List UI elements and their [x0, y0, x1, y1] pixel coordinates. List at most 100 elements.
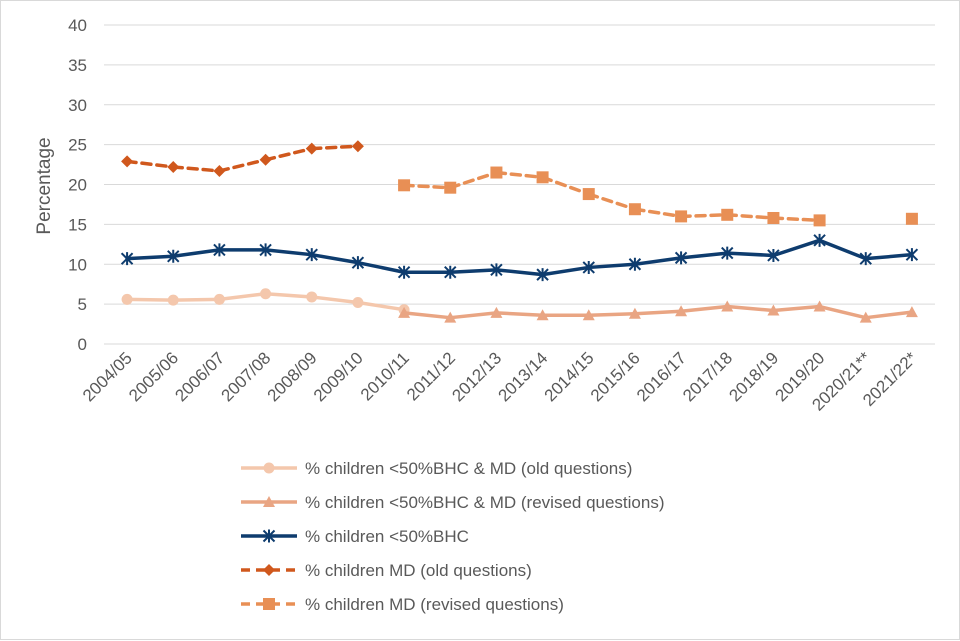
legend-label: % children <50%BHC & MD (revised questio…	[305, 493, 665, 512]
data-point-circle	[167, 294, 179, 306]
series-segment	[263, 292, 314, 299]
series-segment	[771, 216, 822, 223]
series-segment	[725, 304, 776, 313]
series-segment	[633, 309, 683, 316]
data-point-square	[767, 211, 780, 224]
x-tick-label: 2018/19	[725, 348, 782, 405]
y-tick-label: 25	[68, 136, 87, 155]
x-tick-labels: 2004/052005/062006/072007/082008/092009/…	[79, 348, 921, 415]
data-point-triangle	[490, 306, 503, 318]
series-segment	[310, 295, 360, 305]
data-point-circle	[260, 288, 272, 300]
data-point-diamond	[305, 142, 318, 155]
series-segment	[771, 238, 822, 258]
data-point-asterisk	[213, 243, 226, 257]
data-point-asterisk	[351, 256, 365, 270]
data-point-asterisk	[721, 246, 734, 260]
data-point-triangle	[582, 309, 595, 321]
data-point-triangle	[628, 307, 641, 319]
series-segment	[448, 170, 499, 190]
data-point-triangle	[859, 311, 872, 323]
series-children-md-revised-questions	[398, 166, 918, 227]
data-point-square	[582, 188, 595, 201]
series-children-50-bhc-md-revised-questions	[398, 300, 918, 323]
x-tick-label: 2017/18	[679, 348, 736, 405]
data-point-triangle	[905, 306, 918, 318]
legend-entry-children-md-old-questions: % children MD (old questions)	[241, 561, 532, 580]
series-segment	[540, 265, 591, 277]
data-point-asterisk	[536, 268, 549, 282]
legend-label: % children <50%BHC	[305, 527, 469, 546]
legend-entry-children-50-bhc-md-revised-questions: % children <50%BHC & MD (revised questio…	[241, 493, 665, 512]
data-point-diamond	[213, 164, 226, 177]
legend-marker-triangle	[263, 496, 275, 507]
series-segment	[633, 207, 683, 219]
y-tick-label: 0	[78, 335, 87, 354]
data-point-triangle	[767, 304, 780, 316]
data-point-asterisk	[259, 243, 272, 257]
series-segment	[633, 256, 683, 266]
gridlines	[104, 24, 935, 345]
data-point-square	[813, 214, 826, 227]
y-tick-label: 10	[68, 255, 87, 274]
legend-entry-children-50-bhc-md-old-questions: % children <50%BHC & MD (old questions)	[241, 459, 632, 478]
data-point-asterisk	[120, 252, 134, 266]
series-children-md-old-questions	[121, 140, 364, 177]
series-segment	[494, 311, 545, 318]
x-tick-label: 2008/09	[264, 348, 321, 405]
series-segment	[125, 159, 175, 169]
series-segment	[587, 311, 637, 318]
series-segment	[679, 213, 729, 219]
series-segment	[356, 300, 406, 312]
data-point-asterisk	[167, 249, 180, 263]
data-point-asterisk	[674, 251, 688, 265]
data-point-asterisk	[305, 248, 318, 262]
series-segment	[171, 297, 222, 302]
data-point-triangle	[721, 300, 734, 312]
data-point-circle	[121, 293, 133, 305]
series-segment	[356, 260, 406, 274]
series-segment	[817, 238, 868, 261]
data-point-asterisk	[582, 260, 595, 274]
x-tick-label: 2013/14	[495, 348, 552, 405]
data-point-triangle	[398, 306, 411, 318]
legend-marker-asterisk	[262, 529, 276, 543]
y-tick-label: 15	[68, 215, 87, 234]
y-tick-label: 35	[68, 56, 87, 75]
data-point-diamond	[259, 153, 272, 166]
data-point-square	[905, 212, 918, 225]
series-segment	[448, 311, 499, 320]
data-point-asterisk	[444, 265, 457, 279]
series-segment	[864, 252, 914, 261]
data-point-square	[444, 181, 457, 194]
data-point-asterisk	[767, 248, 780, 262]
data-point-square	[675, 210, 688, 223]
y-tick-label: 40	[68, 16, 87, 35]
series-children-50-bhc-md-old-questions	[121, 288, 410, 316]
x-tick-label: 2012/13	[448, 348, 505, 405]
data-point-square	[536, 171, 549, 184]
x-tick-label: 2009/10	[310, 348, 367, 405]
data-point-square	[398, 179, 411, 192]
x-tick-label: 2014/15	[541, 348, 598, 405]
legend-marker-diamond	[263, 564, 275, 576]
data-point-diamond	[121, 155, 134, 168]
series-segment	[494, 170, 545, 180]
series-segment	[587, 262, 637, 270]
data-point-square	[490, 166, 503, 179]
series-segment	[263, 248, 314, 257]
data-point-diamond	[351, 140, 364, 153]
series-segment	[310, 252, 360, 265]
y-tick-labels: 0 5 10 15 20 25 30 35 40	[68, 16, 87, 354]
series-segment	[725, 213, 776, 220]
x-tick-label: 2011/12	[403, 348, 459, 404]
data-point-circle	[213, 293, 225, 305]
legend-label: % children MD (old questions)	[305, 561, 532, 580]
series-segment	[679, 304, 729, 314]
data-point-diamond	[167, 160, 180, 173]
series-segment	[217, 158, 268, 173]
y-tick-label: 5	[78, 295, 87, 314]
series-segment	[171, 248, 222, 259]
